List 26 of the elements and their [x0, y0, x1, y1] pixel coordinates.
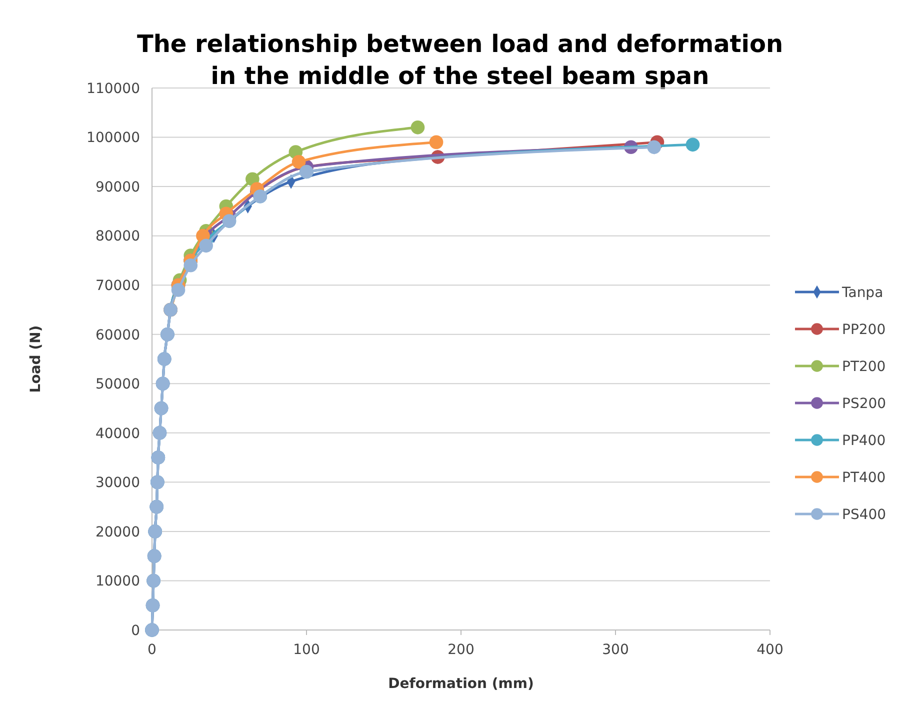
y-tick-label: 80000 [95, 228, 140, 245]
y-tick-label: 10000 [95, 574, 140, 590]
legend-label: PP200 [842, 322, 886, 338]
x-tick-label: 100 [293, 642, 320, 658]
x-axis-title: Deformation (mm) [388, 676, 534, 692]
y-tick-label: 110000 [86, 80, 140, 97]
y-tick-label: 50000 [95, 376, 140, 393]
legend-label: PT400 [842, 470, 886, 486]
y-tick-label: 20000 [95, 524, 140, 540]
y-tick-label: 30000 [95, 475, 140, 492]
legend-label: PT200 [842, 358, 886, 375]
x-tick-label: 300 [602, 642, 629, 658]
x-tick-label: 200 [448, 642, 474, 658]
legend-label: Tanpa [841, 284, 884, 301]
legend-label: PP400 [842, 432, 886, 449]
y-tick-label: 90000 [95, 179, 140, 196]
y-tick-label: 100000 [86, 130, 140, 146]
x-tick-label: 0 [148, 642, 156, 658]
y-tick-label: 0 [131, 622, 140, 639]
y-tick-label: 40000 [95, 426, 140, 442]
y-axis-title: Load (N) [28, 325, 44, 393]
legend-label: PS400 [842, 506, 886, 523]
y-tick-label: 60000 [95, 327, 140, 344]
x-tick-label: 400 [756, 642, 784, 658]
legend-label: PS200 [842, 396, 886, 412]
y-tick-label: 70000 [95, 278, 140, 294]
